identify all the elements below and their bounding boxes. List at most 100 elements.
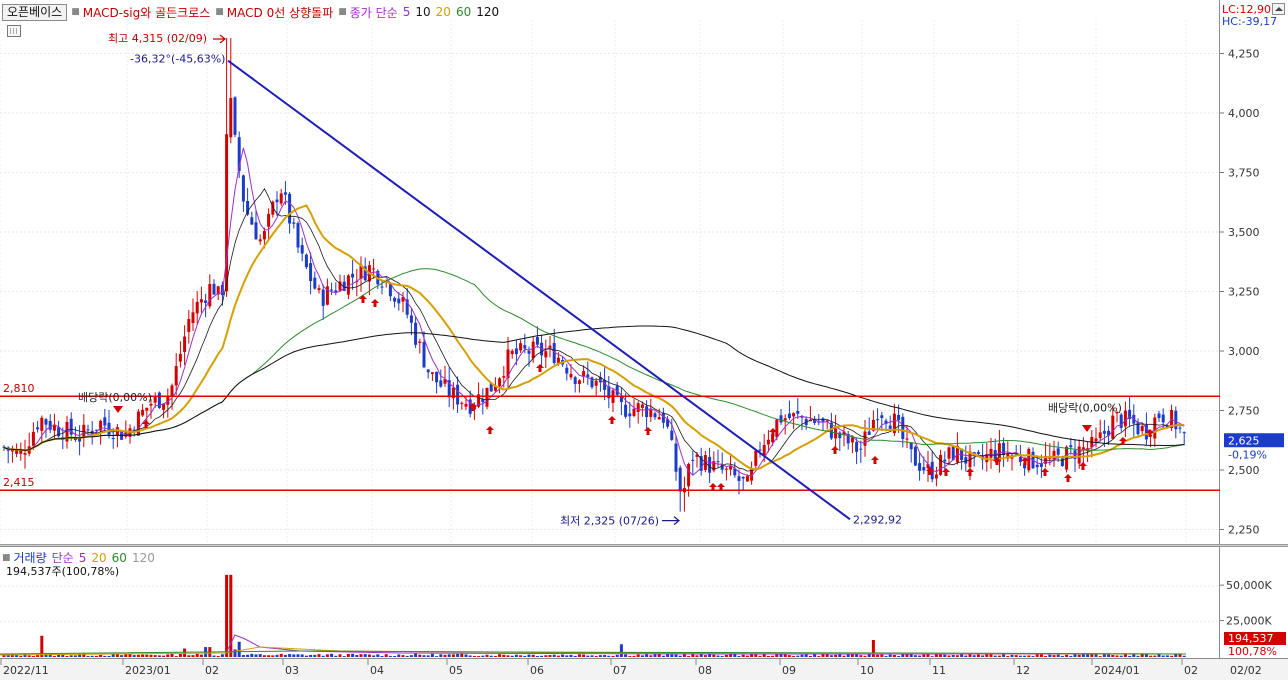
separator-icon: ■ xyxy=(2,552,11,563)
volume-ma-20[interactable]: 20 xyxy=(91,550,107,565)
volume-bar xyxy=(300,654,304,657)
candle-body xyxy=(649,409,653,417)
candle-body xyxy=(48,420,52,430)
volume-bar xyxy=(1182,655,1186,657)
candle-body xyxy=(498,378,502,387)
volume-bar xyxy=(355,655,359,657)
volume-bar xyxy=(846,653,850,657)
candle-body xyxy=(913,446,917,466)
candle-body xyxy=(489,383,493,392)
ma-20-label[interactable]: 20 xyxy=(435,5,451,19)
volume-bar xyxy=(1136,655,1140,657)
volume-bar xyxy=(1039,654,1043,657)
ma-5-label[interactable]: 5 xyxy=(402,5,411,19)
date-axis[interactable]: 2022/11 2023/01 02 03 04 05 06 07 08 09 10 11 12 2024… xyxy=(0,658,1288,680)
indicator-macd-zero-cross[interactable]: MACD 0선 상향돌파 xyxy=(226,5,334,20)
price-axis-svg: 4,250 4,000 3,750 3,500 3,250 3,000 2,750 2,500… xyxy=(1220,48,1284,537)
candle-body xyxy=(1174,410,1178,430)
ma-legend-label[interactable]: 종가 단순 xyxy=(349,5,398,20)
volume-ma-60[interactable]: 60 xyxy=(111,550,127,565)
candle-body xyxy=(775,419,779,438)
volume-bar xyxy=(561,654,565,657)
volume-bar xyxy=(897,655,901,657)
volume-bar xyxy=(926,653,930,657)
volume-bar xyxy=(271,655,275,657)
volume-bar xyxy=(1077,654,1081,657)
candle-body xyxy=(1069,445,1073,448)
volume-ma-120[interactable]: 120 xyxy=(131,550,155,565)
candle-body xyxy=(10,449,14,452)
candle-body xyxy=(380,286,384,288)
volume-bar xyxy=(107,655,111,657)
candle-body xyxy=(338,281,342,291)
volume-bar xyxy=(527,654,531,657)
candle-body xyxy=(565,367,569,374)
volume-bar xyxy=(1031,656,1035,657)
candle-body xyxy=(821,418,825,422)
candle-body xyxy=(145,407,149,411)
volume-bar xyxy=(1161,655,1165,657)
volume-bar xyxy=(1094,654,1098,657)
volume-bar xyxy=(456,654,460,657)
candle-body xyxy=(99,420,103,431)
candle-body xyxy=(531,341,535,359)
candle-body xyxy=(199,299,203,303)
candle-body xyxy=(552,342,556,364)
volume-bar xyxy=(19,655,23,657)
price-pane[interactable]: 2,810 2,415 -36,32°(-45,63%) 2,292,92 최고 4,3… xyxy=(0,0,1220,544)
volume-bar xyxy=(590,655,594,657)
candle-body xyxy=(1094,438,1098,442)
volume-bar xyxy=(115,653,119,657)
candle-body xyxy=(519,343,523,351)
buy-signal-arrow-icon xyxy=(1021,457,1029,465)
pane-scroll-up-button[interactable] xyxy=(1272,3,1285,15)
dividend-label: 배당락(0,00%) xyxy=(78,391,152,404)
volume-ma-label[interactable]: 단순 xyxy=(51,551,74,565)
volume-pane[interactable] xyxy=(0,546,1220,658)
candle-body xyxy=(1153,417,1157,439)
ma-120-label[interactable]: 120 xyxy=(476,5,500,19)
candle-body xyxy=(418,341,422,343)
stock-name-button[interactable]: 오픈베이스 xyxy=(2,3,68,21)
volume-bar xyxy=(594,656,598,657)
volume-bar xyxy=(111,653,115,657)
lc-hc-readout: LC:12,90 HC:-39,17 xyxy=(1222,4,1277,28)
volume-bar xyxy=(174,656,178,657)
indicator-macd-golden-cross[interactable]: MACD-sig와 골든크로스 xyxy=(82,5,211,20)
candle-body xyxy=(863,431,867,446)
candle-body xyxy=(94,429,98,431)
trendline-change-label: -36,32°(-45,63%) xyxy=(130,53,225,66)
volume-axis: 50,000K 25,000K 194,537 100,78% xyxy=(1220,546,1288,658)
price-legend: 오픈베이스 ■ MACD-sig와 골든크로스 ■ MACD 0선 상향돌파 ■… xyxy=(2,3,504,21)
candle-body xyxy=(556,357,560,364)
candle-body xyxy=(918,463,922,471)
volume-bar xyxy=(61,654,65,657)
volume-label[interactable]: 거래량 xyxy=(13,551,47,565)
volume-ma-5[interactable]: 5 xyxy=(78,550,87,565)
candle-body xyxy=(435,371,439,383)
candle-body xyxy=(976,451,980,455)
candle-body xyxy=(178,353,182,362)
volume-bar xyxy=(15,654,19,657)
candle-body xyxy=(86,429,90,431)
price-settings-icon[interactable] xyxy=(7,25,21,37)
low-arrow-icon xyxy=(662,516,680,526)
volume-bar xyxy=(82,653,86,657)
volume-bar xyxy=(724,654,728,657)
candle-body xyxy=(880,415,884,418)
candle-body xyxy=(15,450,19,454)
volume-bar xyxy=(40,635,44,657)
volume-bar xyxy=(27,655,31,657)
candle-body xyxy=(1035,464,1039,468)
volume-bar xyxy=(535,655,539,657)
candle-body xyxy=(859,448,863,450)
candle-body xyxy=(577,380,581,384)
ma-10-label[interactable]: 10 xyxy=(415,5,431,19)
ma-60-label[interactable]: 60 xyxy=(455,5,472,19)
candle-body xyxy=(569,373,573,378)
volume-bar xyxy=(267,655,271,657)
candle-body xyxy=(229,97,233,138)
candle-body xyxy=(456,384,460,405)
candle-body xyxy=(246,200,250,215)
volume-bar xyxy=(573,655,577,657)
